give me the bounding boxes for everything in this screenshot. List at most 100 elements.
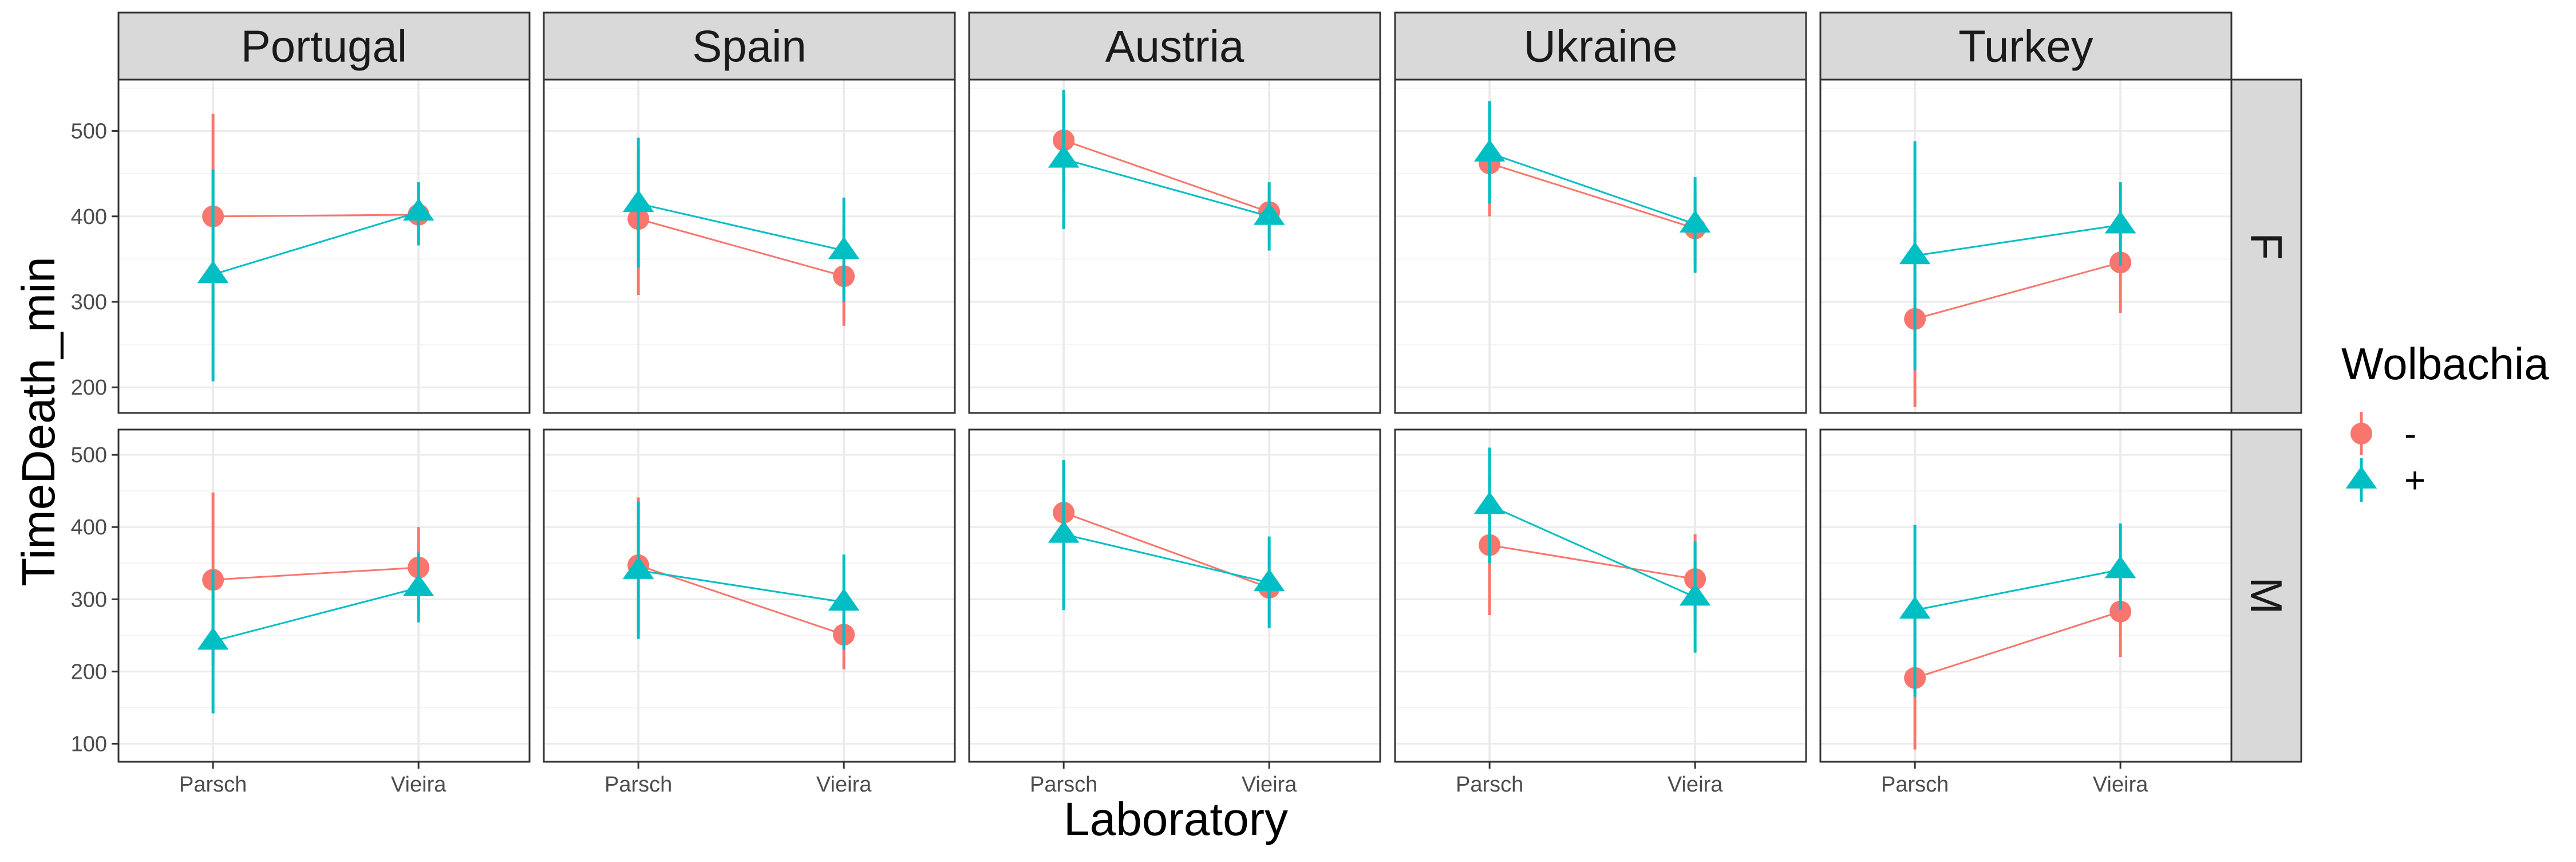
- series-line: [638, 218, 844, 277]
- panel-border: [968, 428, 1381, 763]
- data-point: [622, 556, 654, 579]
- data-point: [2109, 600, 2132, 623]
- legend-entry-label: +: [2404, 459, 2425, 501]
- facet-strip: [543, 11, 956, 81]
- panel-border: [1819, 78, 2233, 414]
- panel: [968, 78, 1381, 414]
- row-facet-strip: [2230, 428, 2302, 763]
- data-point: [2104, 556, 2136, 578]
- legend-entry-label: -: [2404, 413, 2416, 454]
- facet-strip-label: Spain: [692, 21, 807, 72]
- panel-border: [117, 78, 531, 414]
- series-line: [1489, 152, 1696, 225]
- row-facet-strip-label: M: [2241, 577, 2291, 615]
- series-line: [638, 202, 844, 251]
- series-line: [638, 569, 844, 603]
- x-tick-label: Vieira: [2093, 773, 2148, 797]
- data-point: [1473, 139, 1506, 162]
- panel: [968, 428, 1381, 763]
- panel-border: [543, 428, 956, 763]
- x-tick-label: Vieira: [1242, 773, 1297, 797]
- series-line: [1914, 611, 2121, 679]
- panel-background: [544, 430, 955, 762]
- panel-background: [544, 80, 955, 413]
- series-line: [1063, 139, 1270, 213]
- series-line: [1489, 162, 1696, 230]
- x-tick-label: Parsch: [1881, 773, 1949, 797]
- data-point: [1679, 210, 1711, 233]
- panel-background: [118, 80, 530, 413]
- series-line: [213, 214, 419, 218]
- row-facet-strip: [2230, 78, 2302, 414]
- data-point: [828, 237, 860, 259]
- data-point: [1899, 596, 1931, 619]
- x-tick-label: Vieira: [391, 773, 447, 797]
- panel-border: [1394, 78, 1807, 414]
- y-tick-label: 500: [71, 443, 107, 467]
- panel: [1394, 428, 1807, 763]
- facet-strip: [1394, 11, 1807, 81]
- y-tick-label: 300: [71, 290, 107, 314]
- panel-border: [968, 78, 1381, 414]
- data-point: [197, 261, 229, 284]
- series-line: [638, 564, 844, 636]
- series-line: [1063, 533, 1270, 584]
- legend-key-point: [2345, 466, 2377, 489]
- panel-background: [969, 430, 1380, 762]
- y-tick-label: 300: [71, 588, 107, 612]
- series-line: [1063, 158, 1270, 218]
- legend: Wolbachia - +: [2341, 338, 2549, 502]
- series-line: [212, 587, 419, 642]
- facet-strip: [117, 11, 531, 81]
- panel-background: [969, 80, 1380, 413]
- data-point: [1048, 520, 1080, 543]
- facet-strip-label: Turkey: [1958, 21, 2093, 72]
- y-tick-label: 400: [71, 205, 107, 229]
- panel-background: [1395, 430, 1806, 762]
- data-point: [828, 588, 860, 611]
- panel-border: [117, 428, 531, 763]
- panel: [1394, 78, 1807, 414]
- x-tick-label: Parsch: [1030, 773, 1097, 797]
- data-point: [1473, 491, 1506, 514]
- data-point: [2104, 211, 2136, 234]
- panel-border: [1819, 428, 2233, 763]
- data-point: [1253, 202, 1285, 225]
- y-tick-label: 200: [71, 376, 107, 400]
- data-point: [197, 627, 229, 650]
- panel: [543, 428, 956, 763]
- facet-strip-label: Austria: [1105, 21, 1244, 72]
- panel-border: [1394, 428, 1807, 763]
- y-tick-label: 100: [71, 732, 107, 756]
- legend-title: Wolbachia: [2341, 338, 2549, 389]
- panel: [543, 78, 956, 414]
- series-line: [1489, 544, 1696, 580]
- data-point: [622, 190, 654, 212]
- series-line: [1914, 569, 2121, 611]
- series-line: [1914, 224, 2121, 257]
- panel-background: [118, 430, 530, 762]
- data-point: [402, 573, 434, 596]
- panel: [1819, 78, 2233, 414]
- x-tick-label: Vieira: [1668, 773, 1723, 797]
- data-point: [1899, 242, 1931, 265]
- x-tick-label: Parsch: [605, 773, 672, 797]
- legend-key-point: [2350, 423, 2372, 444]
- y-axis-title: TimeDeath_min: [13, 257, 65, 587]
- y-tick-label: 500: [71, 120, 107, 144]
- x-tick-label: Parsch: [1456, 773, 1523, 797]
- panel-border: [543, 78, 956, 414]
- panel: [1819, 428, 2233, 763]
- data-point: [1253, 569, 1285, 592]
- facet-strip: [968, 11, 1381, 81]
- data-point: [1679, 583, 1711, 606]
- series-line: [1489, 505, 1696, 598]
- y-tick-label: 200: [71, 660, 107, 684]
- data-point: [402, 198, 434, 221]
- panel: [117, 78, 531, 414]
- x-tick-label: Parsch: [179, 773, 247, 797]
- facet-strip-label: Portugal: [241, 21, 408, 72]
- y-tick-label: 400: [71, 515, 107, 540]
- row-facet-strip-label: F: [2241, 233, 2291, 260]
